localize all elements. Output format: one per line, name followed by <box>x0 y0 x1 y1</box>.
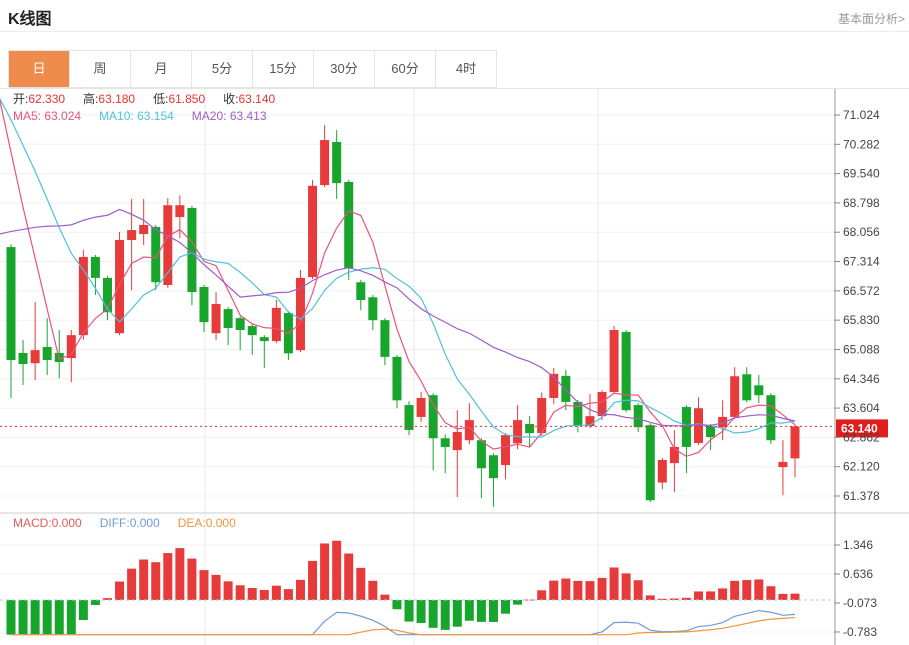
header-divider <box>0 31 909 32</box>
tab-15min[interactable]: 15分 <box>253 51 314 87</box>
main-y-tick: 68.798 <box>843 196 880 210</box>
main-y-tick: 67.314 <box>843 255 880 269</box>
open-label: 开: <box>13 92 29 106</box>
diff-value: 0.000 <box>129 516 160 530</box>
main-y-tick: 71.024 <box>843 108 880 122</box>
diff-label: DIFF: <box>99 516 130 530</box>
main-y-tick: 64.346 <box>843 372 880 386</box>
main-y-tick: 61.378 <box>843 489 880 503</box>
main-y-tick: 63.604 <box>843 401 880 415</box>
tabbar-underline <box>0 88 909 89</box>
low-label: 低: <box>153 92 169 106</box>
macd-legend: MACD:0.000 DIFF:0.000 DEA:0.000 <box>13 516 254 530</box>
tab-30min[interactable]: 30分 <box>314 51 375 87</box>
macd-y-tick: 1.346 <box>843 538 873 552</box>
ma-legend: MA5: 63.024 MA10: 63.154 MA20: 63.413 <box>13 109 285 123</box>
dea-value: 0.000 <box>205 516 236 530</box>
tab-5min[interactable]: 5分 <box>192 51 253 87</box>
macd-y-tick: -0.783 <box>843 625 877 639</box>
ma20-label: MA20: <box>191 109 227 123</box>
tab-month[interactable]: 月 <box>131 51 192 87</box>
macd-value: 0.000 <box>51 516 82 530</box>
open-value: 62.330 <box>28 92 66 106</box>
ohlc-legend: 开:62.330 高:63.180 低:61.850 收:63.140 <box>13 90 293 107</box>
close-value: 63.140 <box>238 92 276 106</box>
fundamental-analysis-link[interactable]: 基本面分析> <box>837 12 905 26</box>
low-value: 61.850 <box>168 92 206 106</box>
tab-day[interactable]: 日 <box>9 51 70 87</box>
period-tabbar: 日 周 月 5分 15分 30分 60分 4时 <box>8 50 497 88</box>
high-value: 63.180 <box>98 92 136 106</box>
tab-week[interactable]: 周 <box>70 51 131 87</box>
main-y-tick: 70.282 <box>843 137 880 151</box>
main-y-tick: 68.056 <box>843 225 880 239</box>
macd-label: MACD: <box>13 516 52 530</box>
ma5-label: MA5: <box>13 109 42 123</box>
macd-y-tick: 0.636 <box>843 567 873 581</box>
main-y-tick: 65.830 <box>843 313 880 327</box>
tab-4hour[interactable]: 4时 <box>436 51 496 87</box>
ma20-value: 63.413 <box>229 109 267 123</box>
page-title: K线图 <box>8 11 52 28</box>
ma10-value: 63.154 <box>137 109 174 123</box>
high-label: 高: <box>83 92 99 106</box>
macd-y-tick: -0.073 <box>843 596 877 610</box>
ma10-label: MA10: <box>99 109 134 123</box>
close-label: 收: <box>223 92 239 106</box>
main-y-tick: 69.540 <box>843 167 880 181</box>
current-price-badge <box>836 419 888 438</box>
current-price-value: 63.140 <box>841 421 878 435</box>
dea-label: DEA: <box>177 516 206 530</box>
tab-60min[interactable]: 60分 <box>375 51 436 87</box>
main-y-tick: 66.572 <box>843 284 880 298</box>
main-y-tick: 62.120 <box>843 460 880 474</box>
ma5-value: 63.024 <box>44 109 82 123</box>
main-y-tick: 62.862 <box>843 430 880 444</box>
main-y-tick: 65.088 <box>843 342 880 356</box>
